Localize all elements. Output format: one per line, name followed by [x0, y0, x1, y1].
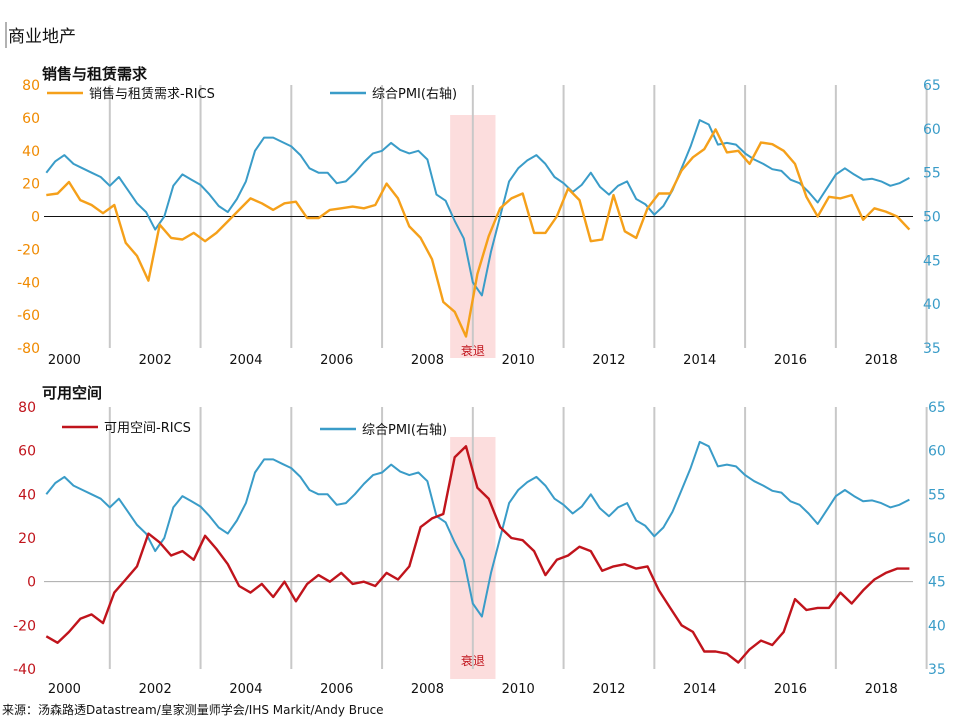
- right-axis-tick-label: 55: [923, 166, 941, 182]
- left-axis-tick-label: -80: [17, 341, 40, 357]
- x-axis-tick-label: 2004: [229, 682, 262, 697]
- left-axis-tick-label: 20: [18, 531, 36, 547]
- right-axis-tick-label: 40: [928, 618, 946, 634]
- page-title: 商业地产: [8, 27, 76, 47]
- x-axis-tick-label: 2016: [774, 682, 807, 697]
- right-axis-tick-label: 60: [923, 122, 941, 138]
- right-axis-tick-label: 45: [928, 575, 946, 591]
- left-axis-tick-label: 40: [18, 487, 36, 503]
- series-line-pmi: [45, 119, 910, 297]
- x-axis-tick-label: 2010: [502, 353, 535, 368]
- x-axis-tick-label: 2000: [48, 682, 81, 697]
- right-axis-tick-label: 65: [928, 400, 946, 416]
- x-axis-tick-label: 2008: [411, 682, 444, 697]
- right-axis-tick-label: 40: [923, 297, 941, 313]
- right-axis-tick-label: 50: [928, 531, 946, 547]
- right-axis-tick-label: 35: [928, 662, 946, 678]
- left-axis-tick-label: -20: [13, 618, 36, 634]
- legend-label: 可用空间-RICS: [104, 421, 191, 436]
- x-axis-tick-label: 2000: [48, 353, 81, 368]
- left-axis-tick-label: 60: [22, 111, 40, 127]
- series-line-rics: [45, 445, 910, 664]
- left-axis-tick-label: -60: [17, 308, 40, 324]
- x-axis-tick-label: 2018: [865, 353, 898, 368]
- left-axis-tick-label: 0: [31, 210, 40, 226]
- left-axis-tick-label: -20: [17, 242, 40, 258]
- x-axis-tick-label: 2012: [592, 682, 625, 697]
- panel-availability: 可用空间衰退-40-200204060803540455055606520002…: [13, 384, 946, 697]
- legend-label: 综合PMI(右轴): [372, 87, 457, 102]
- left-axis-tick-label: 80: [22, 78, 40, 94]
- x-axis-tick-label: 2008: [411, 353, 444, 368]
- x-axis-tick-label: 2014: [683, 682, 716, 697]
- series-line-rics: [46, 128, 911, 338]
- x-axis-tick-label: 2002: [139, 682, 172, 697]
- right-axis-tick-label: 65: [923, 78, 941, 94]
- left-axis-tick-label: 60: [18, 444, 36, 460]
- right-axis-tick-label: 50: [923, 210, 941, 226]
- left-axis-tick-label: 0: [27, 575, 36, 591]
- legend-label: 销售与租赁需求-RICS: [89, 86, 215, 102]
- x-axis-tick-label: 2010: [502, 682, 535, 697]
- left-axis-tick-label: -40: [13, 662, 36, 678]
- panel-title: 可用空间: [42, 384, 102, 402]
- x-axis-tick-label: 2016: [774, 353, 807, 368]
- x-axis-tick-label: 2018: [865, 682, 898, 697]
- x-axis-tick-label: 2014: [683, 353, 716, 368]
- left-axis-tick-label: 40: [22, 144, 40, 160]
- left-axis-tick-label: 80: [18, 400, 36, 416]
- left-axis-tick-label: 20: [22, 177, 40, 193]
- right-axis-tick-label: 35: [923, 341, 941, 357]
- right-axis-tick-label: 55: [928, 487, 946, 503]
- series-line-pmi: [45, 440, 910, 618]
- panel-title: 销售与租赁需求: [42, 65, 148, 83]
- x-axis-tick-label: 2002: [139, 353, 172, 368]
- x-axis-tick-label: 2012: [592, 353, 625, 368]
- source-note: 来源：汤森路透Datastream/皇家测量师学会/IHS Markit/And…: [2, 702, 384, 717]
- x-axis-tick-label: 2006: [320, 353, 353, 368]
- right-axis-tick-label: 45: [923, 253, 941, 269]
- x-axis-tick-label: 2004: [229, 353, 262, 368]
- x-axis-tick-label: 2006: [320, 682, 353, 697]
- legend-label: 综合PMI(右轴): [362, 423, 447, 438]
- left-axis-tick-label: -40: [17, 275, 40, 291]
- right-axis-tick-label: 60: [928, 444, 946, 460]
- recession-label: 衰退: [461, 343, 485, 358]
